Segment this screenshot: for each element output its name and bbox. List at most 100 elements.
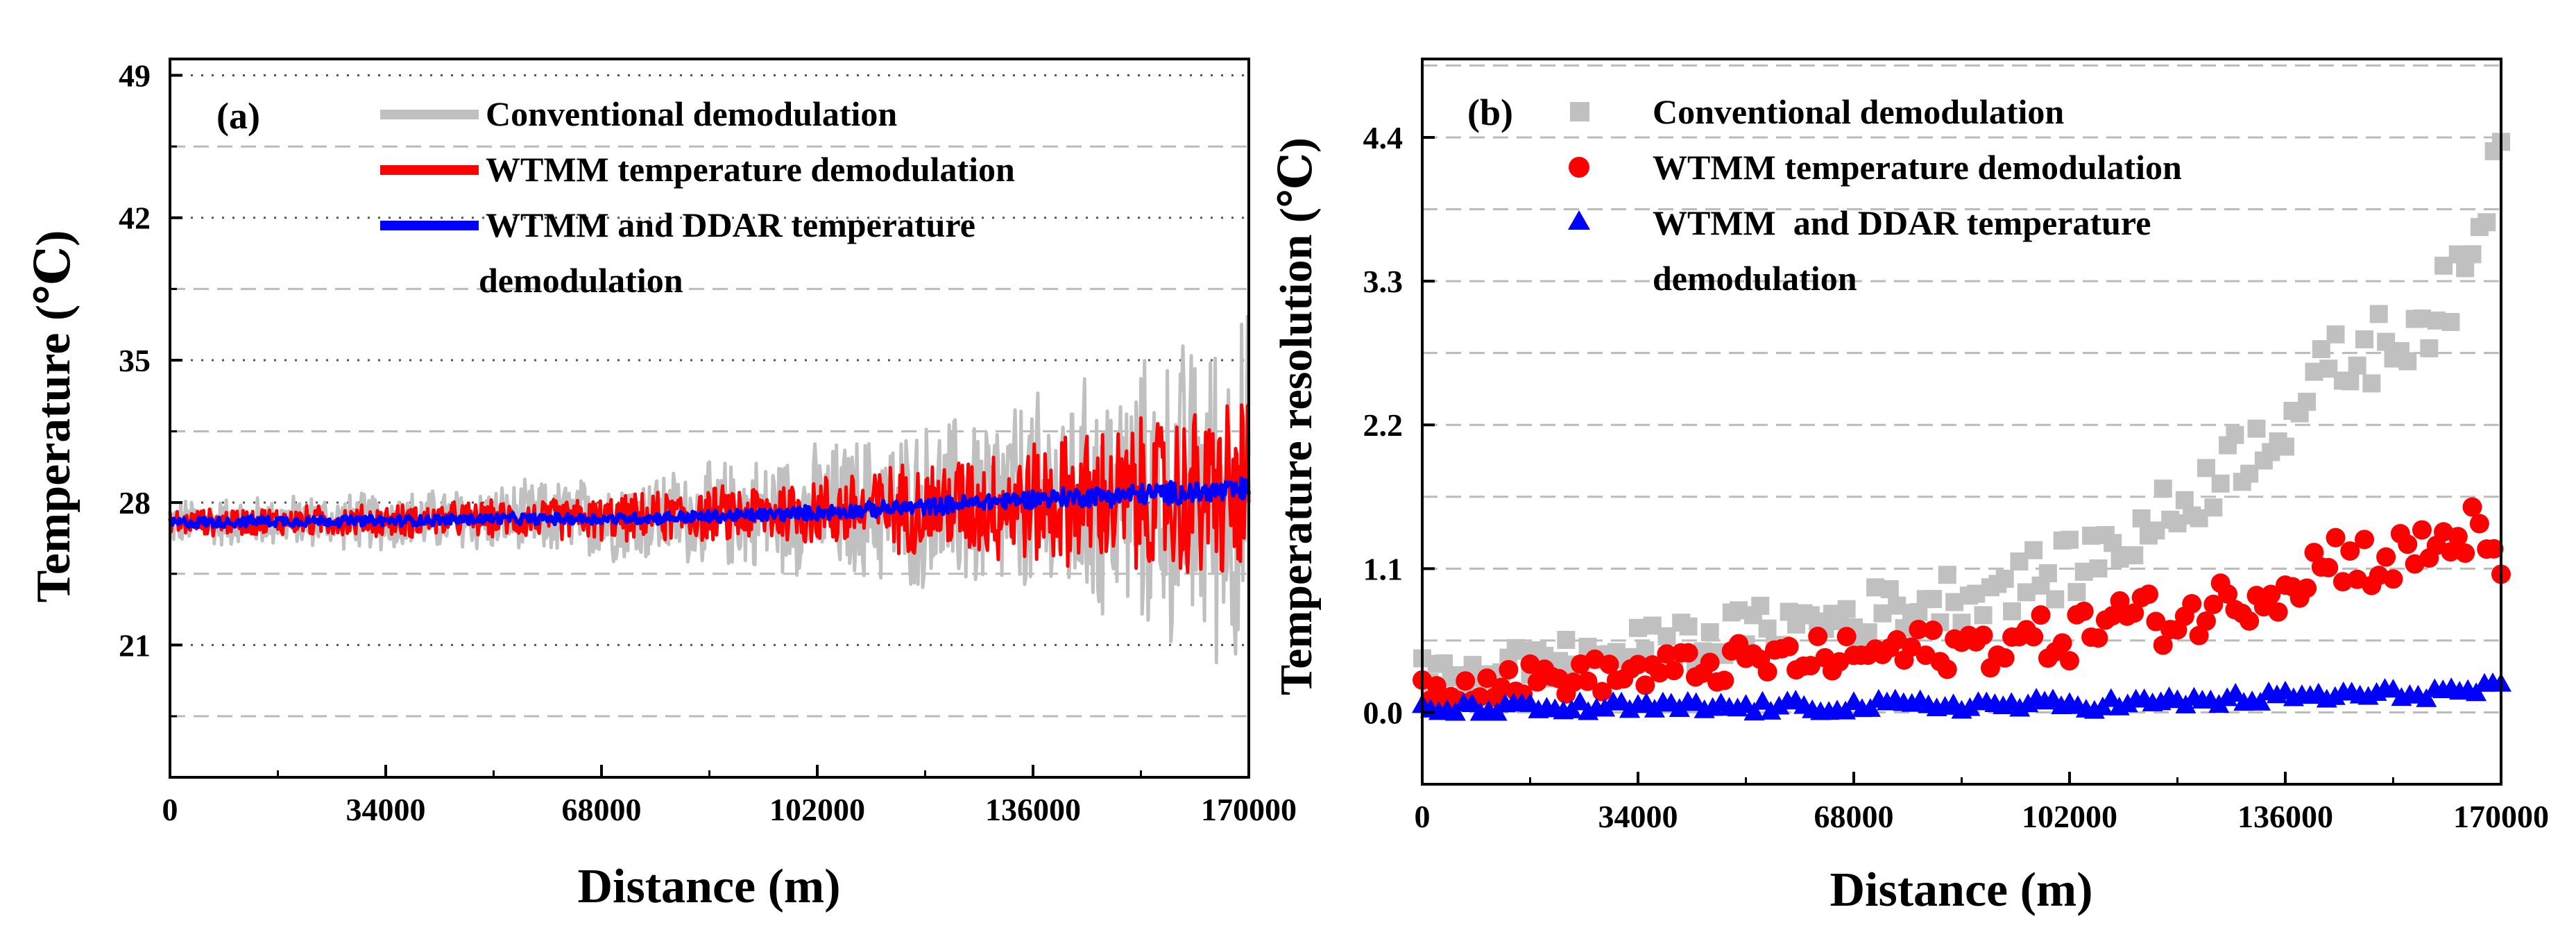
data-point-triangle: [1619, 699, 1641, 718]
data-point-square: [2067, 583, 2086, 602]
x-tick-label: 170000: [1201, 792, 1297, 827]
data-point-circle: [2326, 527, 2346, 548]
panel-a-x-axis-title: Distance (m): [577, 860, 840, 913]
data-point-square: [2298, 392, 2317, 411]
wtmm-ddar-temperature-demodulation-series: [168, 476, 1251, 530]
data-point-square: [1758, 619, 1777, 638]
data-point-square: [2341, 372, 2360, 391]
panel-a-y-axis-title: Temperature (℃): [27, 230, 80, 603]
data-point-circle: [2189, 625, 2209, 645]
data-point-circle: [1650, 663, 1670, 683]
data-point-triangle: [1569, 691, 1591, 711]
data-point-circle: [2024, 627, 2044, 647]
data-point-circle: [1836, 627, 1857, 647]
data-point-circle: [1578, 671, 1598, 691]
data-point-circle: [1477, 668, 1497, 688]
panel-a-ticks: 0 34000 68000 102000 136000 170000 21 28 35 42 49: [119, 58, 1297, 827]
data-point-circle: [1909, 620, 1929, 640]
data-point-circle: [2052, 633, 2072, 653]
data-point-circle: [2103, 606, 2123, 626]
legend-label-wtmm-ddar-line2: demodulation: [479, 261, 683, 300]
data-point-square: [2226, 425, 2244, 444]
data-point-circle: [2376, 547, 2396, 567]
y-tick-label: 42: [119, 201, 151, 236]
data-point-triangle: [2117, 693, 2138, 713]
data-point-circle: [2383, 569, 2403, 589]
data-point-square: [2061, 530, 2079, 549]
data-point-square: [2326, 325, 2345, 344]
data-point-circle: [1635, 675, 1655, 695]
data-point-triangle: [1743, 702, 1765, 721]
data-point-square: [1837, 600, 1856, 618]
legend-label-wtmm-ddar-b-line2: demodulation: [1653, 259, 1857, 298]
data-point-square: [2477, 213, 2496, 232]
x-tick-label: 0: [1415, 799, 1431, 834]
y-tick-label: 35: [119, 343, 151, 378]
legend-label-wtmm: WTMM temperature demodulation: [486, 150, 1015, 189]
data-point-circle: [1800, 656, 1820, 676]
data-point-square: [1938, 566, 1956, 584]
data-point-square: [2247, 419, 2266, 438]
data-point-triangle: [1835, 700, 1857, 720]
data-point-circle: [1937, 659, 1957, 679]
data-point-circle: [1901, 637, 1921, 657]
data-point-circle: [1700, 652, 1720, 672]
data-point-square: [2276, 437, 2294, 456]
y-tick-label: 28: [119, 485, 151, 521]
data-point-square: [2348, 356, 2366, 375]
data-point-circle: [2088, 628, 2108, 648]
panel-b-ticks: 0 34000 68000 102000 136000 170000 0.0 1.1 2.2 3.…: [1363, 120, 2550, 834]
data-point-square: [2355, 330, 2374, 348]
series-line: [168, 476, 1251, 530]
conventional-demodulation-series: [169, 314, 1251, 665]
panel-b-gridlines: [1422, 64, 2501, 713]
x-tick-label: 170000: [2453, 799, 2549, 834]
data-point-circle: [2074, 601, 2094, 621]
data-point-circle: [2153, 635, 2173, 655]
wtmm-temperature-demodulation-series: [168, 403, 1251, 574]
data-point-square: [1679, 617, 1698, 636]
data-point-circle: [1779, 636, 1799, 657]
data-point-circle: [1563, 672, 1583, 693]
panel-b-y-axis-title: Temperature resolution (℃): [1271, 137, 1322, 695]
panel-b-legend: Conventional demodulation WTMM temperatu…: [1568, 92, 2182, 298]
data-point-square: [2197, 459, 2215, 477]
data-point-square: [1700, 623, 1719, 641]
data-point-triangle: [1760, 700, 1782, 720]
data-point-circle: [2398, 534, 2418, 555]
data-point-circle: [1887, 629, 1907, 650]
data-point-circle: [2340, 541, 2360, 561]
data-point-circle: [2455, 543, 2475, 564]
series-line: [168, 403, 1251, 574]
data-point-circle: [2319, 557, 2339, 577]
data-point-circle: [1657, 644, 1677, 664]
data-point-square: [1995, 569, 2014, 588]
data-point-circle: [2297, 578, 2317, 598]
data-point-square: [2362, 374, 2381, 393]
data-point-square: [2441, 312, 2460, 331]
data-point-circle: [1456, 671, 1476, 691]
data-point-circle: [2304, 543, 2324, 563]
data-point-circle: [2448, 527, 2468, 547]
legend-marker-square: [1570, 102, 1589, 121]
data-point-circle: [2124, 603, 2144, 623]
data-point-circle: [1599, 654, 1619, 675]
data-point-circle: [2268, 602, 2288, 622]
legend-marker-triangle: [1568, 210, 1590, 230]
data-point-circle: [1973, 625, 1993, 645]
data-point-square: [2175, 491, 2194, 509]
data-point-square: [1924, 590, 1943, 609]
legend-label-wtmm-ddar-b-line1: WTMM and DDAR temperature: [1653, 203, 2151, 242]
panel-b-label: (b): [1467, 92, 1513, 133]
y-tick-label: 2.2: [1363, 407, 1404, 443]
data-point-circle: [2139, 584, 2159, 604]
data-point-square: [1880, 580, 1899, 599]
panel-a-legend: Conventional demodulation WTMM temperatu…: [380, 94, 1015, 300]
data-point-circle: [2218, 584, 2238, 604]
data-point-triangle: [1768, 695, 1790, 715]
legend-label-wtmm-ddar: WTMM and DDAR temperature demodulation: [479, 205, 984, 300]
data-point-circle: [1664, 661, 1684, 681]
data-point-triangle: [2225, 682, 2246, 702]
panel-a-temperature-chart: 0 34000 68000 102000 136000 1700002128354249 …: [27, 58, 1297, 913]
